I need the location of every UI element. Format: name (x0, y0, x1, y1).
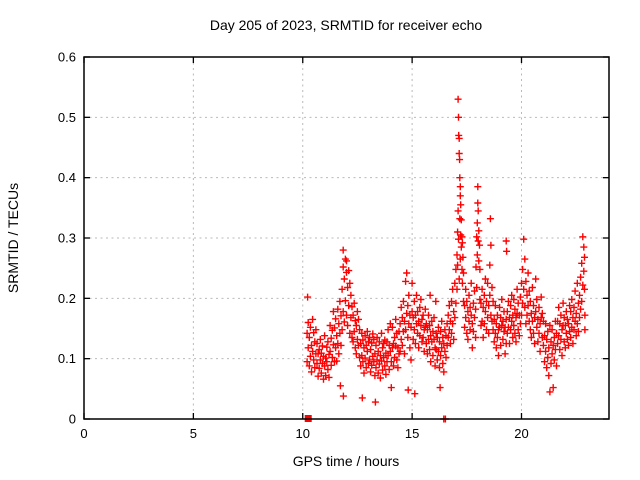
grid-lines (84, 57, 609, 419)
data-point-markers (303, 95, 589, 406)
x-tick-label: 15 (405, 426, 419, 441)
plot-border (83, 56, 610, 420)
x-tick-label: 5 (190, 426, 197, 441)
y-axis-label: SRMTID / TECUs (5, 183, 21, 293)
y-tick-label: 0.5 (58, 110, 76, 125)
y-tick-label: 0.2 (58, 291, 76, 306)
scatter-points (303, 95, 589, 423)
x-tick-label: 0 (80, 426, 87, 441)
y-tick-label: 0 (69, 412, 76, 427)
x-tick-label: 10 (296, 426, 310, 441)
chart-title: Day 205 of 2023, SRMTID for receiver ech… (210, 17, 483, 33)
y-tick-label: 0.6 (58, 50, 76, 65)
y-tick-label: 0.4 (58, 170, 76, 185)
tick-labels: 0 5 10 15 20 0 0.1 0.2 0.3 0.4 0.5 0.6 (58, 50, 529, 442)
x-tick-label: 20 (514, 426, 528, 441)
y-tick-label: 0.1 (58, 351, 76, 366)
x-axis-label: GPS time / hours (293, 453, 400, 469)
y-tick-label: 0.3 (58, 231, 76, 246)
